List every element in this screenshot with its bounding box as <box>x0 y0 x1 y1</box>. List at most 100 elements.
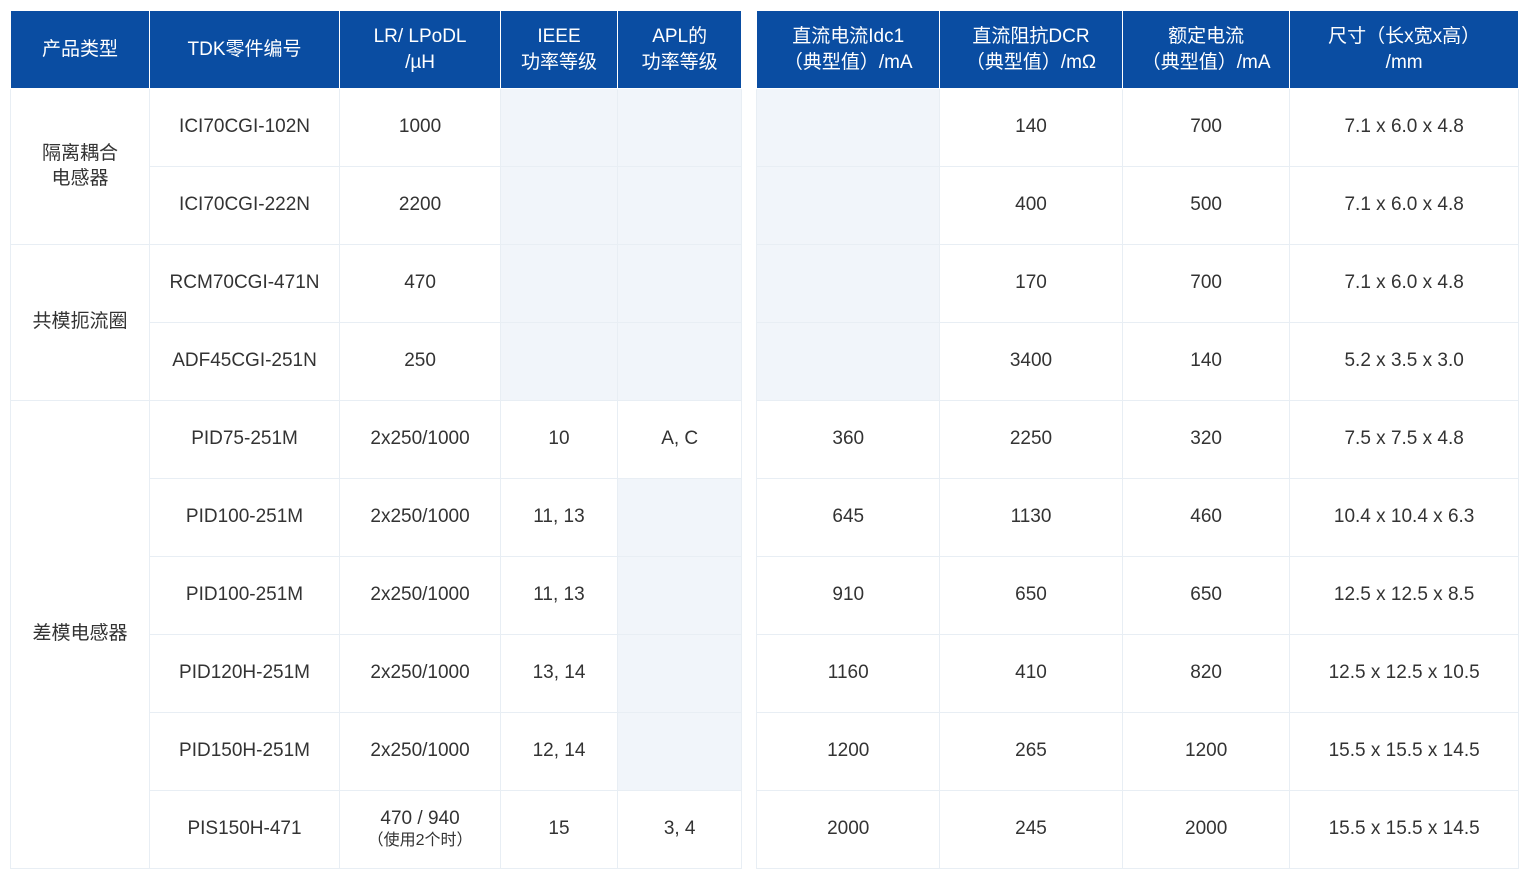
left-th-apl-l1: APL的 <box>652 26 707 47</box>
table-row: 差模电感器PID75-251M2x250/100010A, C <box>11 401 742 479</box>
table-row: 116041082012.5 x 12.5 x 10.5 <box>757 635 1519 713</box>
table-row: 1707007.1 x 6.0 x 4.8 <box>757 245 1519 323</box>
right-thead: 直流电流Idc1 （典型值）/mA 直流阻抗DCR （典型值）/mΩ 额定电流 … <box>757 11 1519 89</box>
right-th-idc-l1: 直流电流Idc1 <box>792 26 904 47</box>
dcr-cell: 2250 <box>940 401 1123 479</box>
idc-cell <box>757 245 940 323</box>
apl-cell <box>617 713 741 791</box>
table-row: 隔离耦合电感器ICI70CGI-102N1000 <box>11 89 742 167</box>
rated-cell: 820 <box>1122 635 1290 713</box>
part-number-cell: RCM70CGI-471N <box>149 245 339 323</box>
right-th-rated-l2: （典型值）/mA <box>1142 52 1271 73</box>
left-header-row: 产品类型 TDK零件编号 LR/ LPoDL /µH IEEE 功率等级 APL… <box>11 11 742 89</box>
part-number-cell: PID120H-251M <box>149 635 339 713</box>
ieee-cell: 11, 13 <box>500 557 617 635</box>
right-th-dcr: 直流阻抗DCR （典型值）/mΩ <box>940 11 1123 89</box>
apl-cell: A, C <box>617 401 741 479</box>
left-th-lr-l1: LR/ LPoDL <box>374 26 467 47</box>
apl-cell <box>617 479 741 557</box>
table-row: 91065065012.5 x 12.5 x 8.5 <box>757 557 1519 635</box>
rated-cell: 2000 <box>1122 791 1290 869</box>
part-number-cell: ADF45CGI-251N <box>149 323 339 401</box>
dim-cell: 5.2 x 3.5 x 3.0 <box>1290 323 1518 401</box>
idc-cell <box>757 323 940 401</box>
dim-cell: 12.5 x 12.5 x 8.5 <box>1290 557 1518 635</box>
apl-cell <box>617 635 741 713</box>
ieee-cell: 13, 14 <box>500 635 617 713</box>
table-row: 645113046010.4 x 10.4 x 6.3 <box>757 479 1519 557</box>
rated-cell: 650 <box>1122 557 1290 635</box>
table-row: 34001405.2 x 3.5 x 3.0 <box>757 323 1519 401</box>
rated-cell: 140 <box>1122 323 1290 401</box>
idc-cell <box>757 89 940 167</box>
idc-cell: 2000 <box>757 791 940 869</box>
group-label-cell: 隔离耦合电感器 <box>11 89 150 245</box>
ieee-cell <box>500 89 617 167</box>
left-tbody: 隔离耦合电感器ICI70CGI-102N1000ICI70CGI-222N220… <box>11 89 742 869</box>
left-th-part-number: TDK零件编号 <box>149 11 339 89</box>
spec-table-left: 产品类型 TDK零件编号 LR/ LPoDL /µH IEEE 功率等级 APL… <box>10 10 742 869</box>
table-row: 4005007.1 x 6.0 x 4.8 <box>757 167 1519 245</box>
table-row: 2000245200015.5 x 15.5 x 14.5 <box>757 791 1519 869</box>
ieee-cell: 11, 13 <box>500 479 617 557</box>
dcr-cell: 245 <box>940 791 1123 869</box>
dim-cell: 7.5 x 7.5 x 4.8 <box>1290 401 1518 479</box>
dim-cell: 15.5 x 15.5 x 14.5 <box>1290 791 1518 869</box>
left-th-apl-l2: 功率等级 <box>642 52 718 73</box>
table-row: 共模扼流圈RCM70CGI-471N470 <box>11 245 742 323</box>
lr-cell: 250 <box>340 323 501 401</box>
group-label-cell: 共模扼流圈 <box>11 245 150 401</box>
lr-cell: 2x250/1000 <box>340 635 501 713</box>
right-th-rated: 额定电流 （典型值）/mA <box>1122 11 1290 89</box>
idc-cell: 1160 <box>757 635 940 713</box>
lr-cell: 2200 <box>340 167 501 245</box>
dim-cell: 12.5 x 12.5 x 10.5 <box>1290 635 1518 713</box>
right-header-row: 直流电流Idc1 （典型值）/mA 直流阻抗DCR （典型值）/mΩ 额定电流 … <box>757 11 1519 89</box>
ieee-cell: 12, 14 <box>500 713 617 791</box>
rated-cell: 460 <box>1122 479 1290 557</box>
left-th-lr-l2: /µH <box>405 52 435 73</box>
dcr-cell: 3400 <box>940 323 1123 401</box>
part-number-cell: PID75-251M <box>149 401 339 479</box>
part-number-cell: PID100-251M <box>149 479 339 557</box>
table-row: 36022503207.5 x 7.5 x 4.8 <box>757 401 1519 479</box>
dim-cell: 7.1 x 6.0 x 4.8 <box>1290 167 1518 245</box>
dcr-cell: 170 <box>940 245 1123 323</box>
left-th-ieee-l1: IEEE <box>537 26 580 47</box>
dim-cell: 10.4 x 10.4 x 6.3 <box>1290 479 1518 557</box>
left-th-product-type: 产品类型 <box>11 11 150 89</box>
apl-cell <box>617 557 741 635</box>
lr-cell: 2x250/1000 <box>340 557 501 635</box>
right-th-idc-l2: （典型值）/mA <box>784 52 913 73</box>
right-th-rated-l1: 额定电流 <box>1168 26 1244 47</box>
lr-cell: 2x250/1000 <box>340 479 501 557</box>
lr-cell: 2x250/1000 <box>340 401 501 479</box>
left-th-ieee: IEEE 功率等级 <box>500 11 617 89</box>
lr-cell: 2x250/1000 <box>340 713 501 791</box>
idc-cell: 645 <box>757 479 940 557</box>
ieee-cell <box>500 245 617 323</box>
part-number-cell: PIS150H-471 <box>149 791 339 869</box>
left-th-apl: APL的 功率等级 <box>617 11 741 89</box>
lr-cell: 470 <box>340 245 501 323</box>
ieee-cell: 15 <box>500 791 617 869</box>
ieee-cell <box>500 323 617 401</box>
ieee-cell: 10 <box>500 401 617 479</box>
right-th-dcr-l2: （典型值）/mΩ <box>966 52 1096 73</box>
apl-cell <box>617 167 741 245</box>
idc-cell: 360 <box>757 401 940 479</box>
rated-cell: 320 <box>1122 401 1290 479</box>
right-th-dim-l2: /mm <box>1386 52 1423 73</box>
idc-cell: 1200 <box>757 713 940 791</box>
rated-cell: 500 <box>1122 167 1290 245</box>
part-number-cell: ICI70CGI-222N <box>149 167 339 245</box>
idc-cell <box>757 167 940 245</box>
part-number-cell: PID150H-251M <box>149 713 339 791</box>
idc-cell: 910 <box>757 557 940 635</box>
dim-cell: 15.5 x 15.5 x 14.5 <box>1290 713 1518 791</box>
tables-container: 产品类型 TDK零件编号 LR/ LPoDL /µH IEEE 功率等级 APL… <box>10 10 1520 869</box>
left-th-ieee-l2: 功率等级 <box>521 52 597 73</box>
table-row: 1200265120015.5 x 15.5 x 14.5 <box>757 713 1519 791</box>
lr-cell: 1000 <box>340 89 501 167</box>
group-label-cell: 差模电感器 <box>11 401 150 869</box>
